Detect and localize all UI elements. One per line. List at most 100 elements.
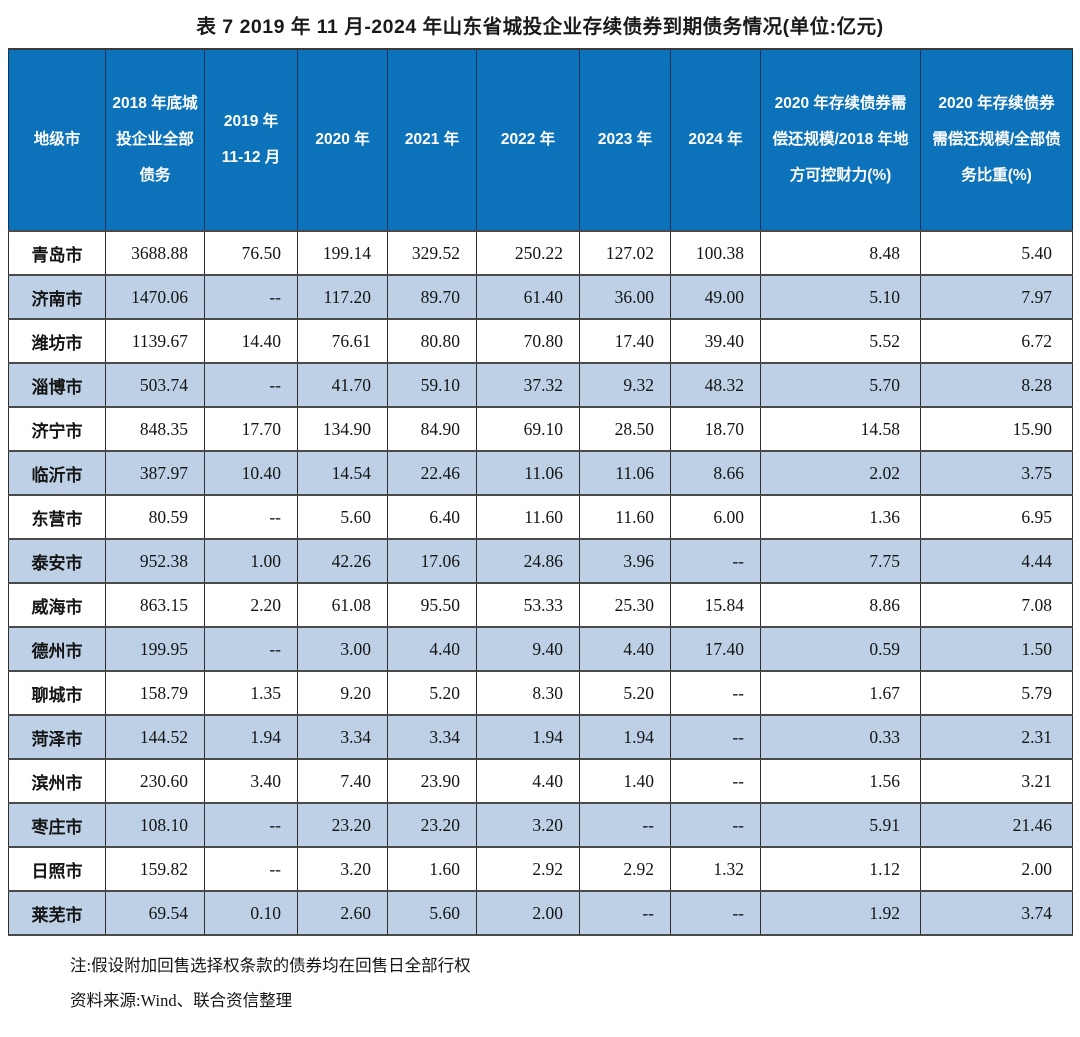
column-header: 2024 年	[670, 48, 761, 232]
column-header: 地级市	[8, 48, 106, 232]
value-cell: 1139.67	[105, 318, 205, 364]
value-cell: 1.40	[579, 758, 671, 804]
value-cell: --	[204, 362, 298, 408]
city-name-cell: 聊城市	[8, 670, 106, 716]
value-cell: 36.00	[579, 274, 671, 320]
value-cell: 69.10	[476, 406, 580, 452]
value-cell: 5.79	[920, 670, 1073, 716]
value-cell: 7.08	[920, 582, 1073, 628]
value-cell: 5.70	[760, 362, 921, 408]
value-cell: 17.70	[204, 406, 298, 452]
value-cell: 15.90	[920, 406, 1073, 452]
value-cell: 4.44	[920, 538, 1073, 584]
value-cell: 5.91	[760, 802, 921, 848]
value-cell: 9.32	[579, 362, 671, 408]
value-cell: 144.52	[105, 714, 205, 760]
table-row: 青岛市 3688.88 76.50 199.14 329.52 250.22 127.02 1…	[8, 230, 1073, 276]
table-row: 东营市 80.59 -- 5.60 6.40 11.60 11.60 6.00 1.36 6.95	[8, 494, 1073, 540]
value-cell: 3.21	[920, 758, 1073, 804]
value-cell: 2.31	[920, 714, 1073, 760]
value-cell: 15.84	[670, 582, 761, 628]
value-cell: --	[204, 274, 298, 320]
table-row: 威海市 863.15 2.20 61.08 95.50 53.33 25.30 15.84 8.…	[8, 582, 1073, 628]
value-cell: 1.32	[670, 846, 761, 892]
value-cell: 3.20	[476, 802, 580, 848]
column-header: 2020 年	[297, 48, 388, 232]
value-cell: 0.59	[760, 626, 921, 672]
value-cell: 1.35	[204, 670, 298, 716]
value-cell: 8.28	[920, 362, 1073, 408]
value-cell: 3.40	[204, 758, 298, 804]
value-cell: 3.34	[387, 714, 477, 760]
value-cell: 61.08	[297, 582, 388, 628]
table-row: 济宁市 848.35 17.70 134.90 84.90 69.10 28.50 18.70…	[8, 406, 1073, 452]
value-cell: 9.20	[297, 670, 388, 716]
value-cell: 5.10	[760, 274, 921, 320]
value-cell: 0.10	[204, 890, 298, 936]
value-cell: 8.66	[670, 450, 761, 496]
value-cell: 1.12	[760, 846, 921, 892]
value-cell: --	[204, 626, 298, 672]
city-name-cell: 济南市	[8, 274, 106, 320]
value-cell: 1.36	[760, 494, 921, 540]
value-cell: 1470.06	[105, 274, 205, 320]
table-row: 临沂市 387.97 10.40 14.54 22.46 11.06 11.06 8.66 2.…	[8, 450, 1073, 496]
value-cell: 199.95	[105, 626, 205, 672]
value-cell: 2.92	[476, 846, 580, 892]
value-cell: --	[204, 846, 298, 892]
value-cell: 84.90	[387, 406, 477, 452]
value-cell: 7.75	[760, 538, 921, 584]
value-cell: 6.40	[387, 494, 477, 540]
value-cell: 61.40	[476, 274, 580, 320]
table-footnotes: 注:假设附加回售选择权条款的债券均在回售日全部行权 资料来源:Wind、联合资信…	[70, 948, 1072, 1019]
value-cell: 158.79	[105, 670, 205, 716]
value-cell: 159.82	[105, 846, 205, 892]
value-cell: 17.06	[387, 538, 477, 584]
value-cell: 23.20	[297, 802, 388, 848]
value-cell: 2.92	[579, 846, 671, 892]
table-row: 聊城市 158.79 1.35 9.20 5.20 8.30 5.20 -- 1.67 5.79	[8, 670, 1073, 716]
city-name-cell: 淄博市	[8, 362, 106, 408]
value-cell: 9.40	[476, 626, 580, 672]
table-title: 表 7 2019 年 11 月-2024 年山东省城投企业存续债券到期债务情况(…	[196, 16, 884, 38]
value-cell: 1.94	[579, 714, 671, 760]
city-name-cell: 枣庄市	[8, 802, 106, 848]
value-cell: 5.20	[387, 670, 477, 716]
value-cell: 952.38	[105, 538, 205, 584]
city-name-cell: 临沂市	[8, 450, 106, 496]
value-cell: 95.50	[387, 582, 477, 628]
value-cell: 25.30	[579, 582, 671, 628]
value-cell: 503.74	[105, 362, 205, 408]
value-cell: 42.26	[297, 538, 388, 584]
value-cell: 6.72	[920, 318, 1073, 364]
value-cell: 76.50	[204, 230, 298, 276]
table-header-row: 地级市 2018 年底城投企业全部债务 2019 年 11-12 月 2020 年 20…	[8, 48, 1073, 232]
value-cell: 230.60	[105, 758, 205, 804]
value-cell: --	[670, 538, 761, 584]
value-cell: 7.97	[920, 274, 1073, 320]
value-cell: 2.00	[920, 846, 1073, 892]
value-cell: 8.30	[476, 670, 580, 716]
value-cell: 329.52	[387, 230, 477, 276]
value-cell: 76.61	[297, 318, 388, 364]
value-cell: 28.50	[579, 406, 671, 452]
value-cell: 14.40	[204, 318, 298, 364]
value-cell: --	[670, 670, 761, 716]
value-cell: 5.60	[387, 890, 477, 936]
value-cell: 863.15	[105, 582, 205, 628]
table-row: 日照市 159.82 -- 3.20 1.60 2.92 2.92 1.32 1.12 2.00	[8, 846, 1073, 892]
value-cell: 1.67	[760, 670, 921, 716]
value-cell: 5.60	[297, 494, 388, 540]
value-cell: 3.20	[297, 846, 388, 892]
value-cell: --	[204, 802, 298, 848]
value-cell: 4.40	[579, 626, 671, 672]
source-note: 资料来源:Wind、联合资信整理	[70, 991, 293, 1011]
table-row: 淄博市 503.74 -- 41.70 59.10 37.32 9.32 48.32 5.70 8…	[8, 362, 1073, 408]
value-cell: 3.74	[920, 890, 1073, 936]
value-cell: 6.95	[920, 494, 1073, 540]
table-row: 枣庄市 108.10 -- 23.20 23.20 3.20 -- -- 5.91 21.46	[8, 802, 1073, 848]
value-cell: --	[204, 494, 298, 540]
table-body: 青岛市 3688.88 76.50 199.14 329.52 250.22 127.02 1…	[8, 230, 1073, 936]
value-cell: 14.54	[297, 450, 388, 496]
